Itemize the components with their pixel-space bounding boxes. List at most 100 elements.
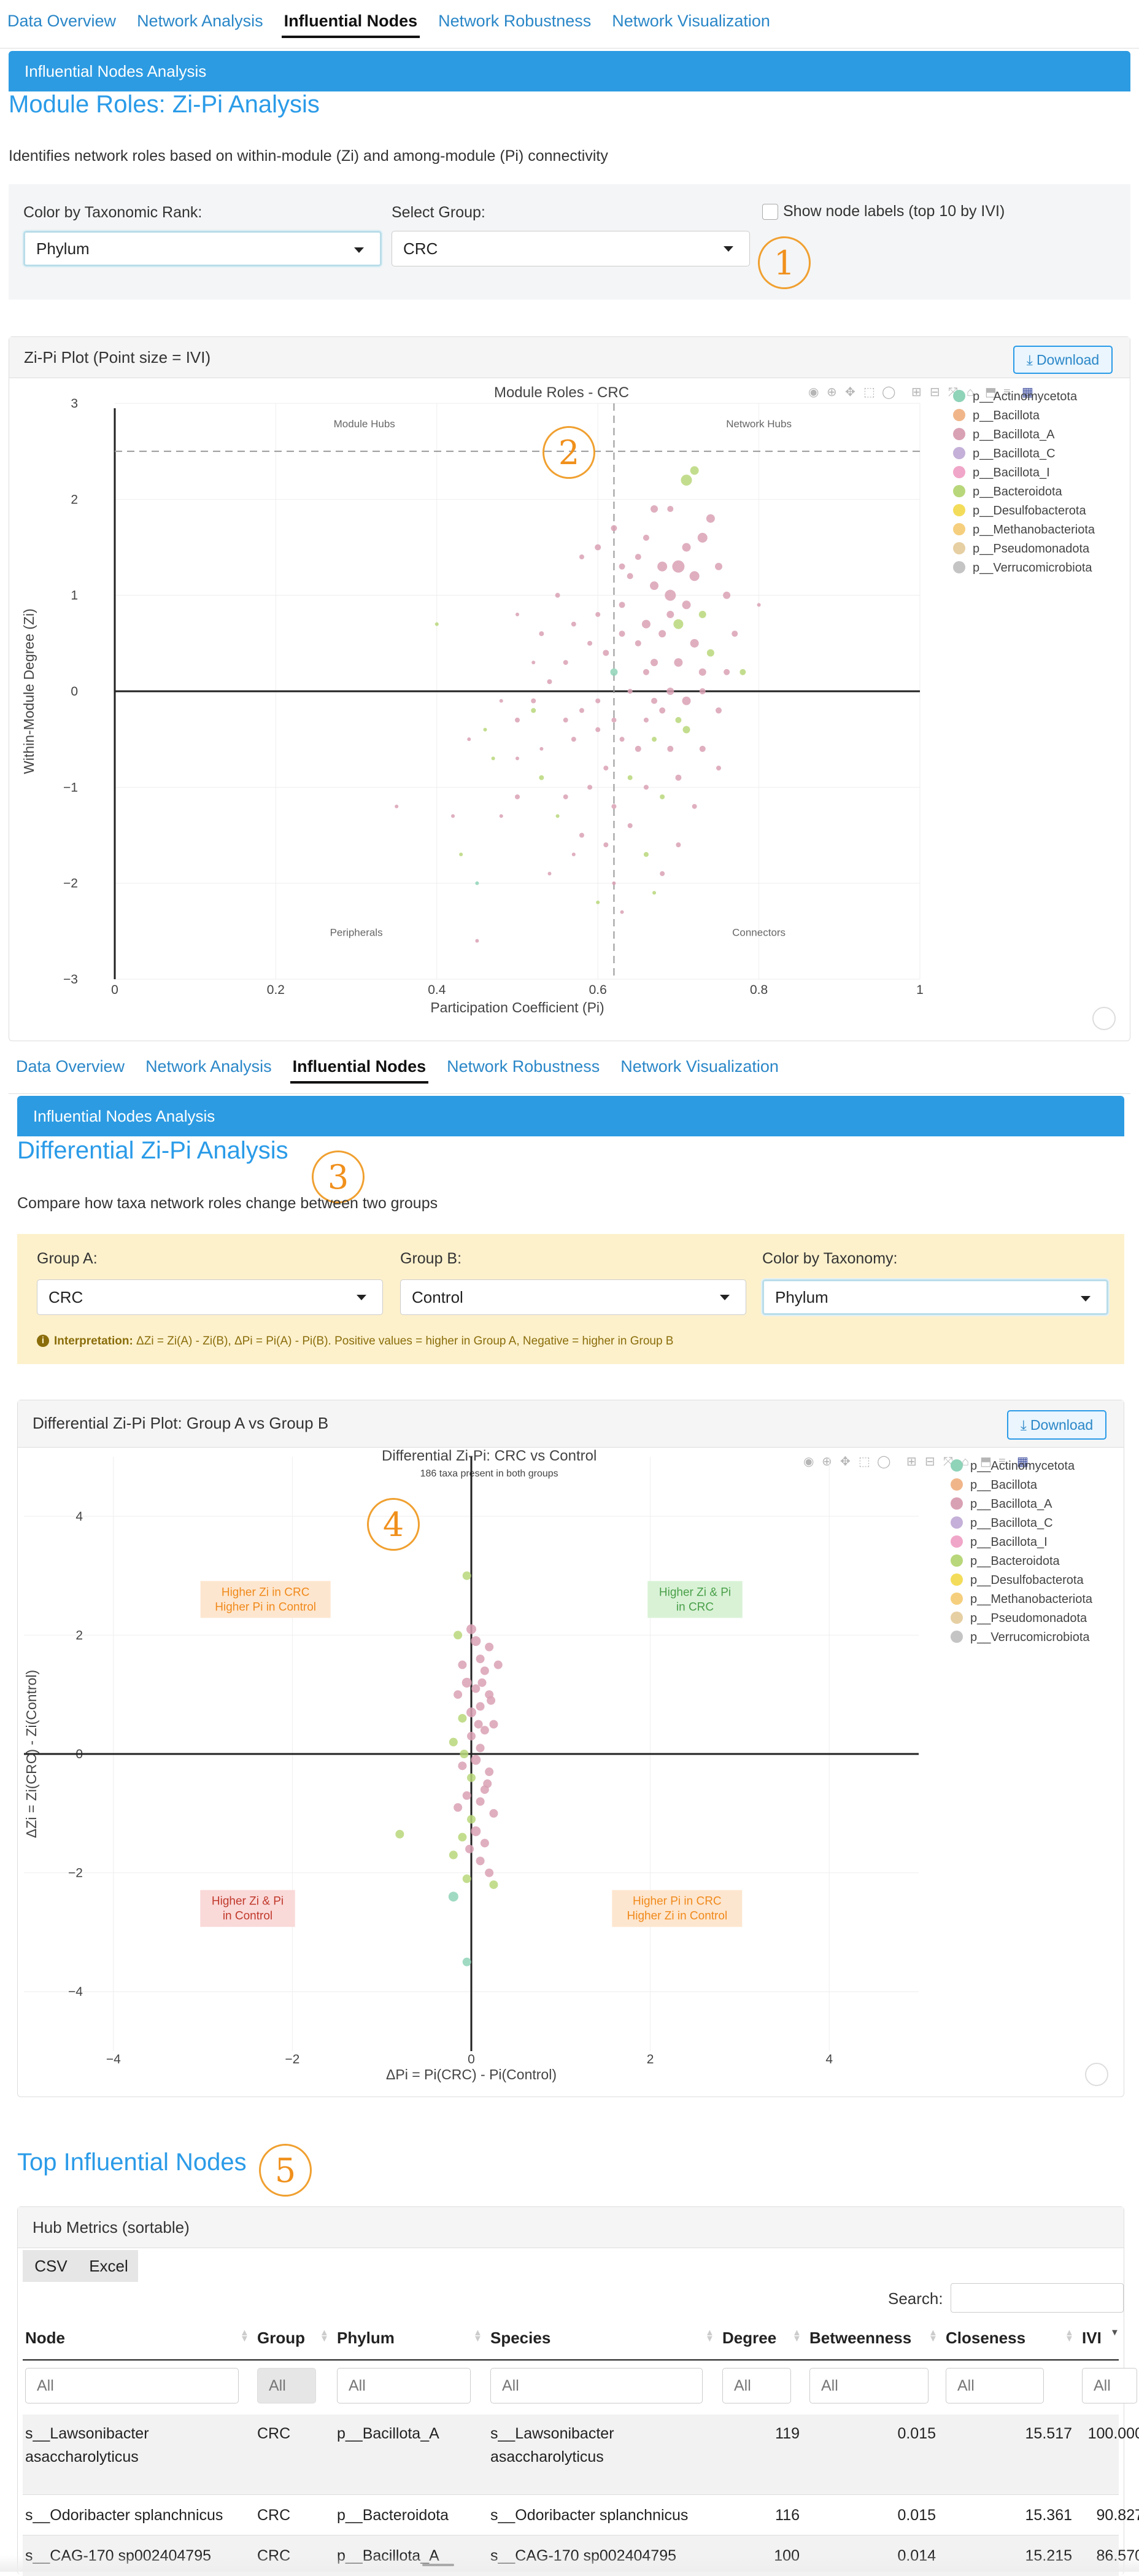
filter-species[interactable]: All <box>490 2368 703 2403</box>
hover-compare-icon[interactable]: ≡ <box>998 1455 1006 1468</box>
tab-network-robustness[interactable]: Network Robustness <box>447 1057 600 1076</box>
sort-icon[interactable]: ▲ ▼ <box>792 2327 801 2344</box>
tab-influential-nodes[interactable]: Influential Nodes <box>290 1057 428 1084</box>
zoom-out-icon[interactable]: ⊟ <box>930 386 940 399</box>
tab-influential-nodes[interactable]: Influential Nodes <box>281 12 420 38</box>
spike-lines-icon[interactable]: ⬒ <box>980 1455 992 1468</box>
group-b-select[interactable]: Control <box>400 1279 746 1315</box>
tab-network-visualization[interactable]: Network Visualization <box>612 12 770 30</box>
sort-icon[interactable]: ▲ ▼ <box>1065 2327 1074 2344</box>
filter-degree[interactable]: All <box>722 2368 791 2403</box>
data-point <box>460 1750 469 1758</box>
show-labels-checkbox[interactable] <box>762 204 778 220</box>
filter-betweenness[interactable]: All <box>809 2368 929 2403</box>
zipi-scatter-plot[interactable]: Module Roles - CRC ◉ ⊕ ✥ ⬚ ◯ ⊞ ⊟ ⤧ ⌂ ⬒ ≡ ▦3210−1−2−3… <box>9 378 1130 1041</box>
legend-marker <box>953 561 965 573</box>
tab-data-overview[interactable]: Data Overview <box>16 1057 125 1076</box>
sort-icon[interactable]: ▲ ▼ <box>320 2327 329 2344</box>
col-header-group[interactable]: Group <box>257 2329 305 2347</box>
chevron-down-icon <box>357 1295 366 1300</box>
sort-icon[interactable]: ▲ ▼ <box>929 2327 938 2344</box>
tab-network-visualization[interactable]: Network Visualization <box>620 1057 779 1076</box>
data-point <box>462 1874 471 1884</box>
data-point <box>587 640 593 646</box>
quadrant-label: Higher Zi & Pi <box>659 1586 731 1599</box>
pan-icon[interactable]: ✥ <box>840 1455 851 1468</box>
col-header-betweenness[interactable]: Betweenness <box>809 2329 912 2347</box>
download-label: Download <box>1036 351 1100 368</box>
cell-betweenness: 0.015 <box>897 2507 936 2524</box>
table-row[interactable]: s__Odoribacter splanchnicus CRC p__Bacte… <box>23 2494 1139 2535</box>
lasso-icon[interactable]: ◯ <box>882 386 895 399</box>
data-point <box>699 688 706 694</box>
tab-data-overview[interactable]: Data Overview <box>7 12 117 30</box>
group-b-label: Group B: <box>400 1250 462 1267</box>
search-input[interactable] <box>951 2283 1124 2313</box>
box-select-icon[interactable]: ⬚ <box>863 386 875 399</box>
filter-phylum[interactable]: All <box>337 2368 471 2403</box>
lasso-icon[interactable]: ◯ <box>877 1455 890 1468</box>
zoom-in-icon[interactable]: ⊞ <box>911 386 922 399</box>
data-point <box>467 737 471 742</box>
col-header-species[interactable]: Species <box>490 2329 551 2347</box>
reset-axes-icon[interactable]: ⌂ <box>962 1455 969 1468</box>
tab-network-robustness[interactable]: Network Robustness <box>438 12 592 30</box>
zoom-in-icon[interactable]: ⊞ <box>906 1455 917 1468</box>
group-a-select[interactable]: CRC <box>37 1279 383 1315</box>
csv-export-button[interactable]: CSV <box>23 2250 79 2282</box>
spike-lines-icon[interactable]: ⬒ <box>985 386 997 399</box>
cell-phylum: p__Bacillota_A <box>337 2425 439 2442</box>
legend-item: p__Methanobacteriota <box>970 1593 1093 1606</box>
camera-icon[interactable]: ◉ <box>803 1455 814 1468</box>
data-point <box>458 1833 467 1842</box>
box-select-icon[interactable]: ⬚ <box>859 1455 870 1468</box>
sort-icon[interactable]: ▲ ▼ <box>705 2327 714 2344</box>
sort-icon[interactable]: ▲ ▼ <box>240 2327 249 2344</box>
col-header-ivi[interactable]: IVI <box>1082 2329 1102 2347</box>
excel-export-button[interactable]: Excel <box>79 2250 138 2282</box>
data-point <box>539 775 544 780</box>
sort-icon[interactable]: ▼ <box>1110 2327 1119 2338</box>
fullscreen-icon[interactable] <box>1085 2063 1108 2086</box>
filter-ivi[interactable]: All <box>1082 2368 1137 2403</box>
tab-network-analysis[interactable]: Network Analysis <box>145 1057 272 1076</box>
color-taxonomy-select[interactable]: Phylum <box>762 1279 1108 1315</box>
cell-ivi: 90.827 <box>1096 2507 1139 2524</box>
col-header-degree[interactable]: Degree <box>722 2329 777 2347</box>
sort-icon[interactable]: ▲ ▼ <box>473 2327 482 2344</box>
reset-axes-icon[interactable]: ⌂ <box>967 386 974 399</box>
data-point <box>491 756 495 761</box>
cell-phylum: p__Bacteroidota <box>337 2507 449 2524</box>
download-button[interactable]: ⤓ Download <box>1007 1410 1106 1440</box>
legend-item: p__Desulfobacterota <box>973 504 1086 518</box>
filter-closeness[interactable]: All <box>946 2368 1044 2403</box>
pan-icon[interactable]: ✥ <box>845 386 855 399</box>
zoom-out-icon[interactable]: ⊟ <box>925 1455 935 1468</box>
fullscreen-icon[interactable] <box>1092 1007 1116 1030</box>
col-header-node[interactable]: Node <box>25 2329 65 2347</box>
download-button[interactable]: ⤓ Download <box>1013 346 1113 374</box>
resize-handle-icon[interactable] <box>422 2564 454 2566</box>
download-icon: ⤓ <box>1020 1416 1027 1433</box>
cell-closeness: 15.517 <box>1025 2425 1072 2442</box>
autoscale-icon[interactable]: ⤧ <box>943 1455 953 1468</box>
select-group-select[interactable]: CRC <box>392 231 750 266</box>
differential-scatter-plot[interactable]: Differential Zi-Pi: CRC vs Control 186 ta… <box>18 1447 1124 2097</box>
tab-network-analysis[interactable]: Network Analysis <box>137 12 263 30</box>
filter-group[interactable]: All <box>257 2368 316 2403</box>
hover-compare-icon[interactable]: ≡ <box>1003 386 1011 399</box>
col-header-closeness[interactable]: Closeness <box>946 2329 1026 2347</box>
filter-node[interactable]: All <box>25 2368 239 2403</box>
zoom-icon[interactable]: ⊕ <box>822 1455 832 1468</box>
col-header-phylum[interactable]: Phylum <box>337 2329 395 2347</box>
color-rank-select[interactable]: Phylum <box>23 231 382 266</box>
plotly-logo-icon[interactable]: ▦ <box>1017 1455 1029 1468</box>
data-point <box>485 1868 494 1877</box>
data-point <box>619 630 625 637</box>
x-tick-label: 4 <box>825 2052 833 2066</box>
plotly-logo-icon[interactable]: ▦ <box>1022 386 1033 399</box>
zoom-icon[interactable]: ⊕ <box>827 386 837 399</box>
table-row[interactable]: s__Lawsonibacter asaccharolyticus CRC p_… <box>23 2415 1139 2494</box>
data-point <box>603 650 609 656</box>
camera-icon[interactable]: ◉ <box>808 386 819 399</box>
